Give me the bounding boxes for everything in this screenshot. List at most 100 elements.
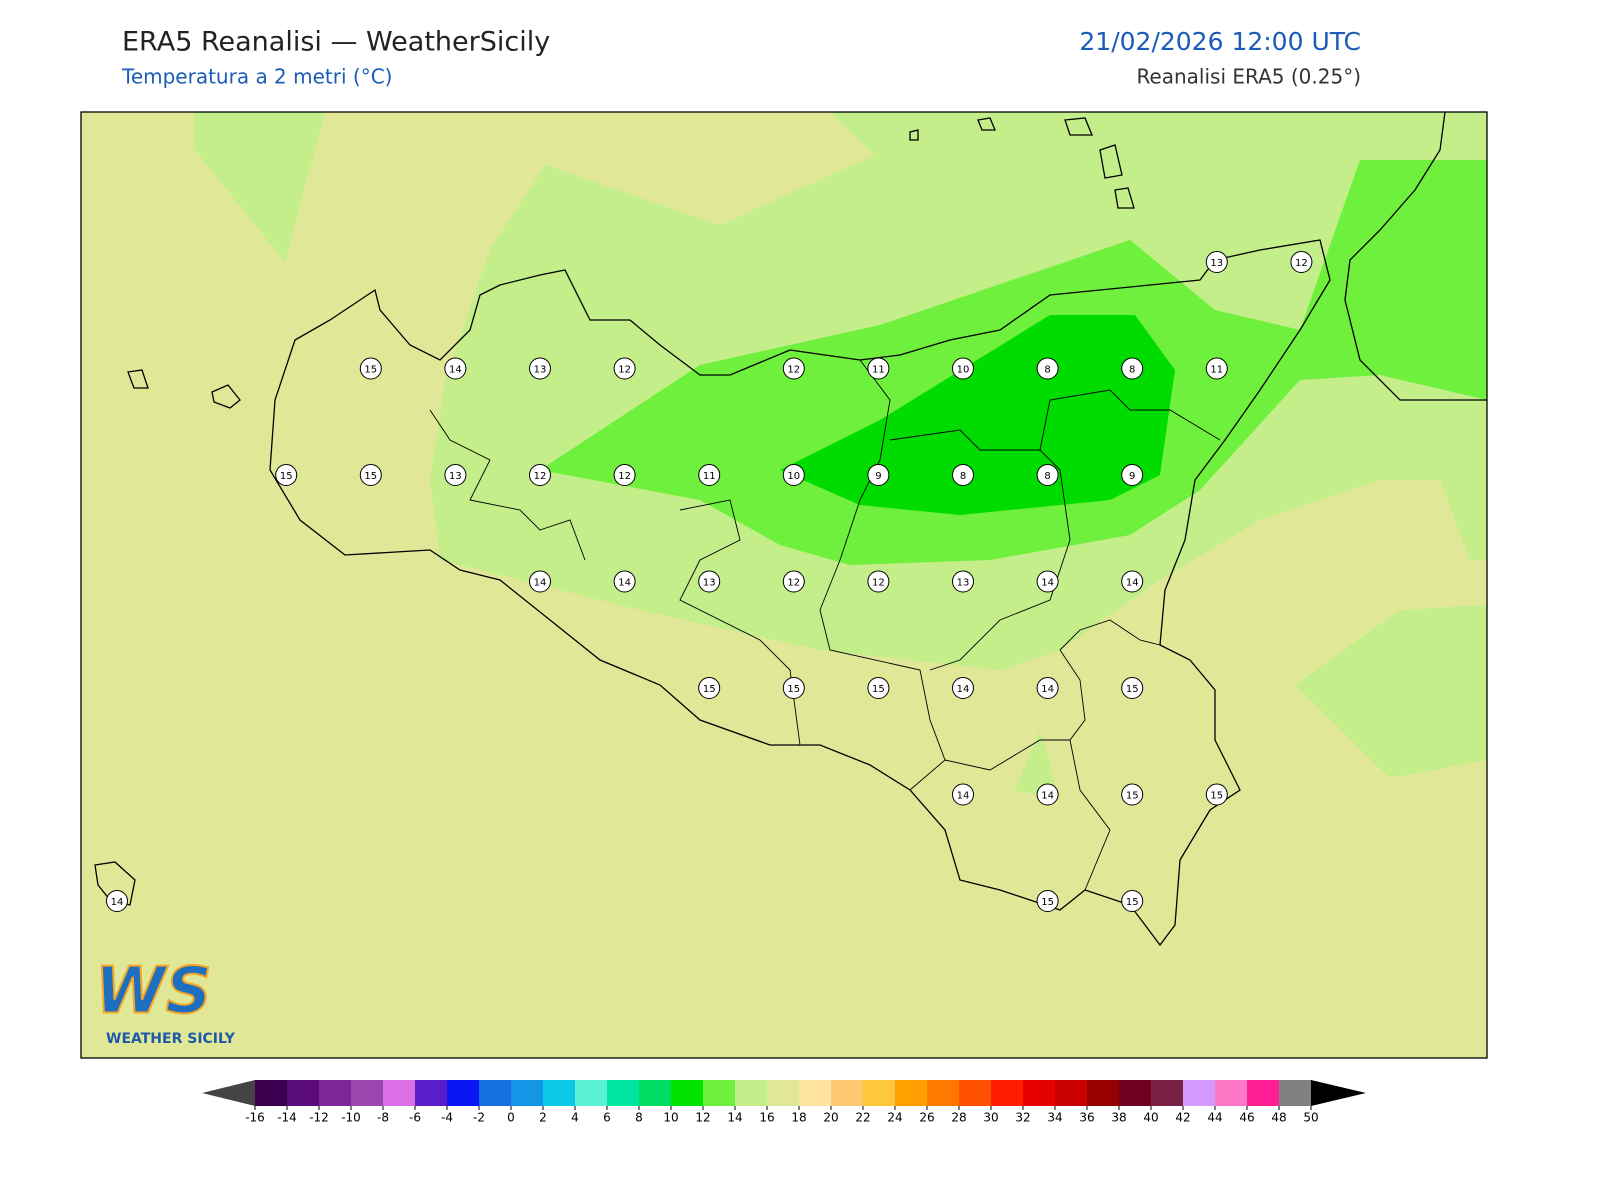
station-value: 14 [1041,578,1054,589]
station-marker [782,570,805,593]
station-marker [952,570,974,593]
colorbar-tick-label: 24 [887,1111,902,1125]
field-14 [195,112,325,262]
station-marker [1036,783,1059,806]
station-marker [1205,251,1228,273]
station-value: 13 [957,578,970,589]
station: 12 [867,570,890,593]
colorbar-bin [799,1080,832,1106]
station-value: 14 [449,365,462,376]
colorbar-bin [895,1080,928,1106]
colorbar-tick-label: 2 [539,1111,547,1125]
colorbar-tick-label: 50 [1303,1111,1318,1125]
colorbar-bin [447,1080,480,1106]
station-marker [1121,677,1144,699]
colorbar-bin [735,1080,768,1106]
colorbar-tick-label: -4 [441,1111,453,1125]
station-marker [952,464,974,486]
station-value: 14 [111,897,124,908]
station: 14 [952,677,974,699]
station-marker [529,464,551,486]
station: 10 [952,357,974,380]
station: 8 [1121,357,1144,380]
station-value: 15 [1126,684,1139,695]
colorbar-bin [383,1080,416,1106]
station-value: 9 [1129,471,1135,482]
station: 11 [1205,357,1228,380]
colorbar-tick-label: 28 [951,1111,966,1125]
station-value: 12 [787,365,800,376]
colorbar-bin [1215,1080,1248,1106]
station: 13 [698,570,721,593]
colorbar-bin [1183,1080,1216,1106]
station-value: 15 [703,684,716,695]
colorbar-tick-label: 14 [727,1111,742,1125]
station: 12 [529,464,551,486]
station-marker [867,464,890,486]
field-14 [1015,730,1060,800]
station: 13 [444,464,467,486]
station-value: 15 [1126,791,1139,802]
station-value: 14 [957,684,970,695]
station: 15 [359,464,382,486]
colorbar-tick-label: -10 [341,1111,361,1125]
colorbar-bin [1119,1080,1152,1106]
colorbar-tick-label: 12 [695,1111,710,1125]
colorbar-bin [1055,1080,1088,1106]
colorbar-tick-label: 38 [1111,1111,1126,1125]
title: ERA5 Reanalisi — WeatherSicily [122,27,550,58]
station: 14 [952,783,974,806]
station-value: 15 [364,471,377,482]
station: 15 [1205,783,1228,806]
colorbar-tick-label: 26 [919,1111,934,1125]
colorbar-bin [255,1080,288,1106]
station: 13 [529,357,551,380]
station: 14 [1036,677,1059,699]
colorbar-tick-label: 0 [507,1111,515,1125]
station-value: 14 [534,578,547,589]
station-value: 12 [534,471,547,482]
colorbar-tick-label: -2 [473,1111,485,1125]
station: 14 [529,570,551,593]
colorbar-tick-label: 46 [1239,1111,1254,1125]
colorbar-bin [319,1080,352,1106]
station: 15 [782,677,805,699]
colorbar-tick-label: 32 [1015,1111,1030,1125]
colorbar-tick-label: 22 [855,1111,870,1125]
station-value: 14 [1041,684,1054,695]
station-marker [529,357,551,380]
station-marker [782,677,805,699]
station: 15 [1036,890,1059,912]
station-value: 13 [449,471,462,482]
colorbar: -16 -14 -12 -10 -8 -6 -4 -2 0 2 4 6 8 10 12 14 16 18 20 22 2… [202,1080,1366,1125]
station-marker [698,570,721,593]
colorbar-bin [543,1080,576,1106]
station-value: 12 [618,471,631,482]
colorbar-bin [511,1080,544,1106]
colorbar-bin [1279,1080,1312,1106]
station-marker [1290,251,1313,273]
colorbar-tick-label: 40 [1143,1111,1158,1125]
station-marker [698,677,721,699]
colorbar-bin [415,1080,448,1106]
logo: WS WEATHER SICILY [94,954,236,1047]
colorbar-tick-label: 48 [1271,1111,1286,1125]
station: 14 [1036,783,1059,806]
station: 14 [1121,570,1144,593]
colorbar-bin [287,1080,320,1106]
coastline [94,112,1487,947]
station-marker [359,357,382,380]
colorbar-tick-label: 42 [1175,1111,1190,1125]
colorbar-tick-label: 16 [759,1111,774,1125]
colorbar-tick-label: 36 [1079,1111,1094,1125]
province-borders [429,359,1221,891]
station: 15 [275,464,298,486]
colorbar-bin [959,1080,992,1106]
colorbar-under [202,1080,255,1106]
station-value: 12 [872,578,885,589]
station-marker [444,464,467,486]
colorbar-tick-label: 44 [1207,1111,1222,1125]
station-marker [613,357,636,380]
station: 9 [867,464,890,486]
